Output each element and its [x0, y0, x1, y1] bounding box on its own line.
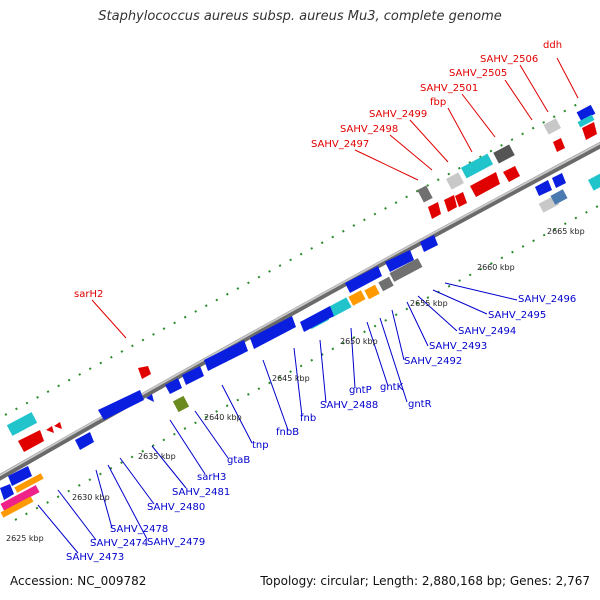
feature-sahv-2505	[493, 144, 515, 164]
top-gene-labels: ddh SAHV_2506 SAHV_2505 SAHV_2501 fbp SA…	[74, 40, 562, 300]
position-ticks: 2625 kbp 2630 kbp 2635 kbp 2640 kbp 2645…	[6, 227, 585, 543]
feature-sahv-2501-cds	[470, 172, 500, 197]
gene-label-gtaB: gtaB	[227, 455, 250, 466]
tick-label-2625: 2625 kbp	[6, 534, 44, 543]
feature-sahv-2498	[417, 185, 433, 203]
feature-left-cds-3	[54, 422, 62, 429]
feature-blue-1	[420, 235, 438, 252]
feature-fbp	[446, 172, 464, 190]
feature-sahv-2492	[326, 297, 352, 318]
feature-sahv-2494	[364, 284, 380, 300]
gene-label-sahv-2474: SAHV_2474	[90, 538, 148, 549]
tick-label-2665: 2665 kbp	[547, 227, 585, 236]
feature-sahv-2481	[146, 394, 154, 402]
feature-right-rna	[588, 173, 600, 191]
gene-label-sahv-2499: SAHV_2499	[369, 109, 427, 120]
feature-ddh-cds	[582, 122, 597, 140]
gene-label-fnbB: fnbB	[276, 427, 299, 438]
feature-right-steel	[550, 189, 568, 205]
tick-label-2650: 2650 kbp	[340, 337, 378, 346]
gene-label-sarH3: sarH3	[197, 472, 226, 483]
top-label-leaders	[91, 57, 579, 339]
feature-left-cds	[18, 430, 44, 452]
feature-sahv-2496	[389, 258, 423, 282]
gene-label-sahv-2473: SAHV_2473	[66, 552, 124, 563]
feature-ddh	[576, 104, 596, 122]
gene-label-sahv-2505: SAHV_2505	[449, 68, 507, 79]
feature-gntK	[300, 306, 334, 332]
gene-label-sahv-2488: SAHV_2488	[320, 400, 378, 411]
gene-label-sahv-2506: SAHV_2506	[480, 54, 538, 65]
feature-sahv-2478	[0, 484, 14, 500]
gene-label-sahv-2497: SAHV_2497	[311, 139, 369, 150]
feature-sarH3	[98, 390, 144, 420]
feature-sahv-2501	[460, 153, 494, 179]
gene-label-sahv-2495: SAHV_2495	[488, 310, 546, 321]
gene-label-gntK: gntK	[380, 382, 404, 393]
feature-gtaB	[172, 395, 190, 413]
feature-sahv-2473	[0, 485, 40, 511]
tick-label-2645: 2645 kbp	[272, 374, 310, 383]
gene-label-sahv-2494: SAHV_2494	[458, 326, 516, 337]
map-title: Staphylococcus aureus subsp. aureus Mu3,…	[98, 9, 502, 24]
feature-sahv-2479	[8, 466, 32, 486]
feature-tnp	[165, 378, 182, 394]
gc-content-track-inner	[14, 204, 600, 521]
feature-sahv-2493	[348, 290, 366, 306]
bottom-gene-labels: SAHV_2496 SAHV_2495 SAHV_2494 SAHV_2493 …	[66, 294, 576, 563]
feature-sarH2	[138, 366, 151, 379]
feature-blue-2	[385, 250, 414, 272]
gene-label-gntR: gntR	[408, 399, 432, 410]
feature-ddh-rna	[577, 114, 595, 128]
gene-label-sahv-2498: SAHV_2498	[340, 124, 398, 135]
feature-fnb	[204, 340, 248, 371]
reverse-strand-features	[0, 173, 600, 518]
feature-sahv-2497	[428, 202, 441, 219]
feature-sahv-2506-cds	[553, 138, 565, 152]
gene-label-sahv-2501: SAHV_2501	[420, 83, 478, 94]
gene-label-fbp: fbp	[430, 97, 446, 108]
feature-gntP	[250, 316, 296, 349]
genome-summary-text: Topology: circular; Length: 2,880,168 bp…	[260, 574, 590, 588]
tick-label-2660: 2660 kbp	[477, 263, 515, 272]
gc-content-track-outer	[4, 99, 586, 416]
gene-label-sarH2: sarH2	[74, 289, 103, 300]
tick-label-2640: 2640 kbp	[204, 413, 242, 422]
feature-sahv-2506	[543, 118, 561, 135]
gene-label-sahv-2493: SAHV_2493	[429, 341, 487, 352]
gene-label-sahv-2481: SAHV_2481	[172, 487, 230, 498]
feature-left-cds-2	[46, 426, 54, 433]
feature-sahv-2474	[14, 473, 44, 493]
gene-label-gntP: gntP	[349, 385, 372, 396]
bottom-label-leaders	[37, 282, 518, 554]
feature-blue-3	[345, 266, 382, 293]
feature-left-rna	[6, 412, 38, 436]
gene-label-sahv-2492: SAHV_2492	[404, 356, 462, 367]
feature-fbp-cds	[455, 192, 467, 207]
feature-sahv-2499	[444, 195, 457, 212]
tick-label-2635: 2635 kbp	[138, 452, 176, 461]
gene-label-ddh: ddh	[543, 40, 562, 51]
tick-label-2655: 2655 kbp	[410, 299, 448, 308]
gene-label-tnp: tnp	[252, 440, 269, 451]
feature-fnbB	[182, 366, 204, 385]
gene-label-sahv-2479: SAHV_2479	[147, 537, 205, 548]
tick-label-2630: 2630 kbp	[72, 493, 110, 502]
feature-sahv-2480	[75, 432, 94, 450]
gene-label-sahv-2496: SAHV_2496	[518, 294, 576, 305]
accession-text: Accession: NC_009782	[10, 574, 147, 588]
feature-right-blue-2	[552, 173, 566, 188]
gene-label-sahv-2478: SAHV_2478	[110, 524, 168, 535]
feature-sahv-2505-cds	[503, 166, 520, 182]
feature-right-blue	[535, 180, 552, 196]
gene-label-sahv-2480: SAHV_2480	[147, 502, 205, 513]
forward-strand-features	[6, 104, 597, 452]
gene-label-fnb: fnb	[300, 413, 316, 424]
feature-sahv-2495	[378, 276, 394, 292]
feature-sahv-2473b	[0, 496, 34, 518]
genome-backbone	[0, 141, 600, 481]
